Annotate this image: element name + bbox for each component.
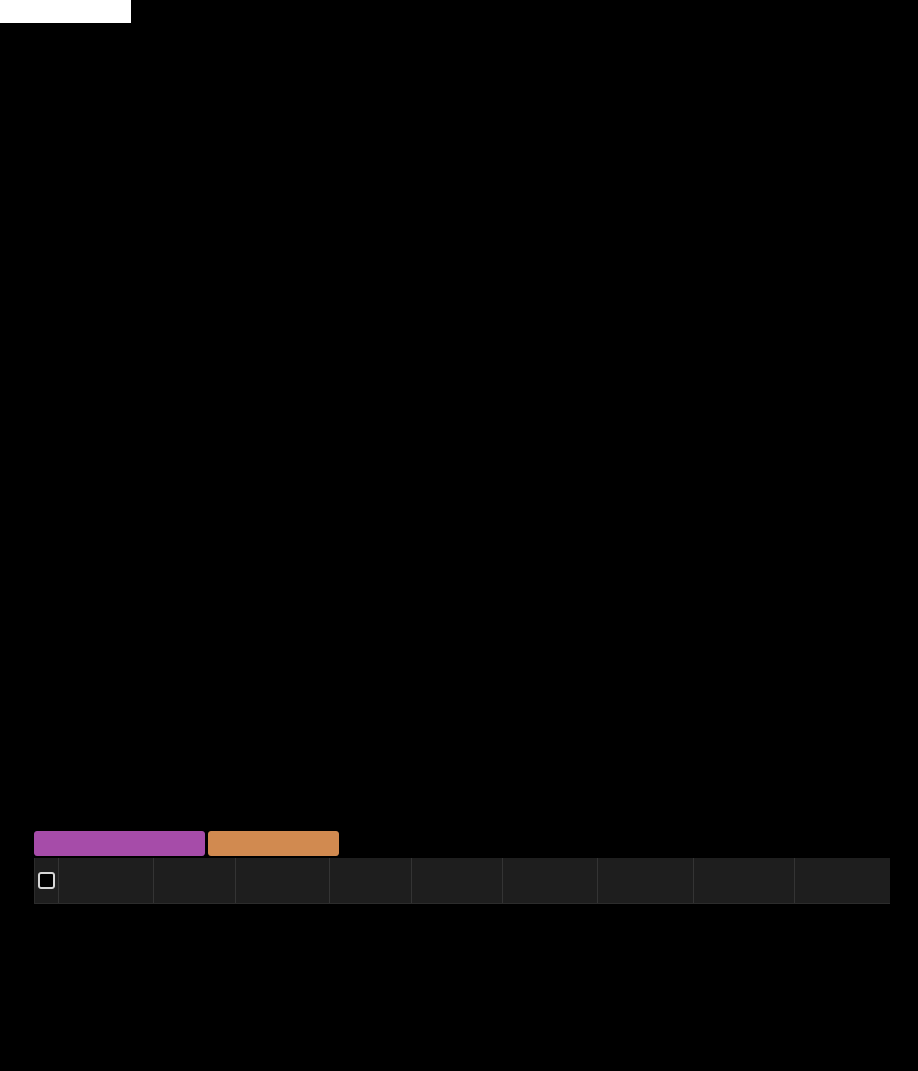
header-checkbox-cell	[35, 858, 59, 903]
column-header-effective-date[interactable]	[598, 858, 694, 903]
column-header-execution-time[interactable]	[694, 858, 795, 903]
reconciled-trades-table	[34, 858, 890, 904]
column-header-portfolio[interactable]	[59, 858, 154, 903]
column-header-unit-price[interactable]	[330, 858, 412, 903]
column-header-trade-request-date[interactable]	[503, 858, 598, 903]
send-pam-messages-button[interactable]	[34, 831, 205, 856]
select-all-checkbox[interactable]	[38, 872, 55, 889]
column-header-fund-id[interactable]	[154, 858, 236, 903]
mark-checked-sent-button[interactable]	[208, 831, 339, 856]
column-header-trade-amount[interactable]	[236, 858, 330, 903]
test-data-note	[0, 0, 131, 23]
column-header-unit-volume[interactable]	[412, 858, 503, 903]
column-header-pam-message-sent[interactable]	[795, 858, 890, 903]
table-header-row	[35, 858, 890, 903]
